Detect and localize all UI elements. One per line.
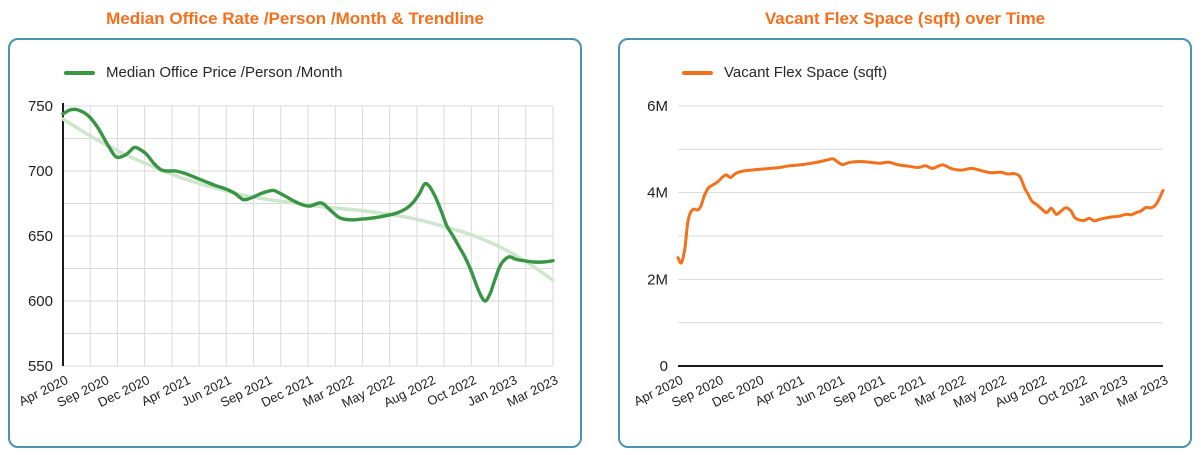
y-tick-label: 650 bbox=[28, 228, 53, 245]
y-tick-label: 700 bbox=[28, 163, 53, 180]
office-rate-chart-title: Median Office Rate /Person /Month & Tren… bbox=[106, 9, 484, 28]
flex-space-legend-line-swatch bbox=[682, 70, 713, 75]
y-tick-label: 2M bbox=[647, 271, 668, 288]
flex-space-plot-area: 0 2M 4M 6M Apr 2020 Sep 2020 Dec 2020 Apr 2021 J… bbox=[620, 40, 1190, 442]
office-rate-legend-label: Median Office Price /Person /Month bbox=[106, 64, 343, 81]
y-tick-label: 4M bbox=[647, 185, 668, 202]
office-rate-chart-card: Median Office Price /Person /Month 550 60… bbox=[8, 38, 582, 448]
flex-space-chart-title: Vacant Flex Space (sqft) over Time bbox=[764, 9, 1046, 28]
y-tick-label: 0 bbox=[660, 358, 668, 375]
y-axis-labels: 550 600 650 700 750 bbox=[28, 98, 53, 375]
flex-space-legend-label: Vacant Flex Space (sqft) bbox=[724, 64, 888, 81]
gridlines bbox=[62, 105, 554, 367]
y-axis-labels: 0 2M 4M 6M bbox=[647, 98, 668, 375]
y-tick-label: 550 bbox=[28, 358, 53, 375]
y-tick-label: 750 bbox=[28, 98, 53, 115]
flex-space-chart-card: Vacant Flex Space (sqft) 0 2M 4M 6M Apr 2020… bbox=[618, 38, 1192, 448]
series-line-vacant-flex-space-sqft- bbox=[676, 157, 1165, 265]
flex-space-chart-section: Vacant Flex Space (sqft) over Time Vacan… bbox=[618, 0, 1192, 448]
flex-space-legend: Vacant Flex Space (sqft) bbox=[682, 64, 887, 81]
y-tick-label: 6M bbox=[647, 98, 668, 115]
office-rate-chart-section: Median Office Rate /Person /Month & Tren… bbox=[8, 0, 582, 448]
office-rate-legend-line-swatch bbox=[64, 70, 95, 75]
series-line-median-office-price-person-month bbox=[61, 107, 555, 303]
office-rate-legend: Median Office Price /Person /Month bbox=[64, 64, 343, 81]
office-rate-plot-area: 550 600 650 700 750 Apr 2020 Sep 2020 Dec 2020 A… bbox=[10, 40, 580, 442]
y-tick-label: 600 bbox=[28, 293, 53, 310]
gridlines bbox=[678, 105, 1163, 324]
